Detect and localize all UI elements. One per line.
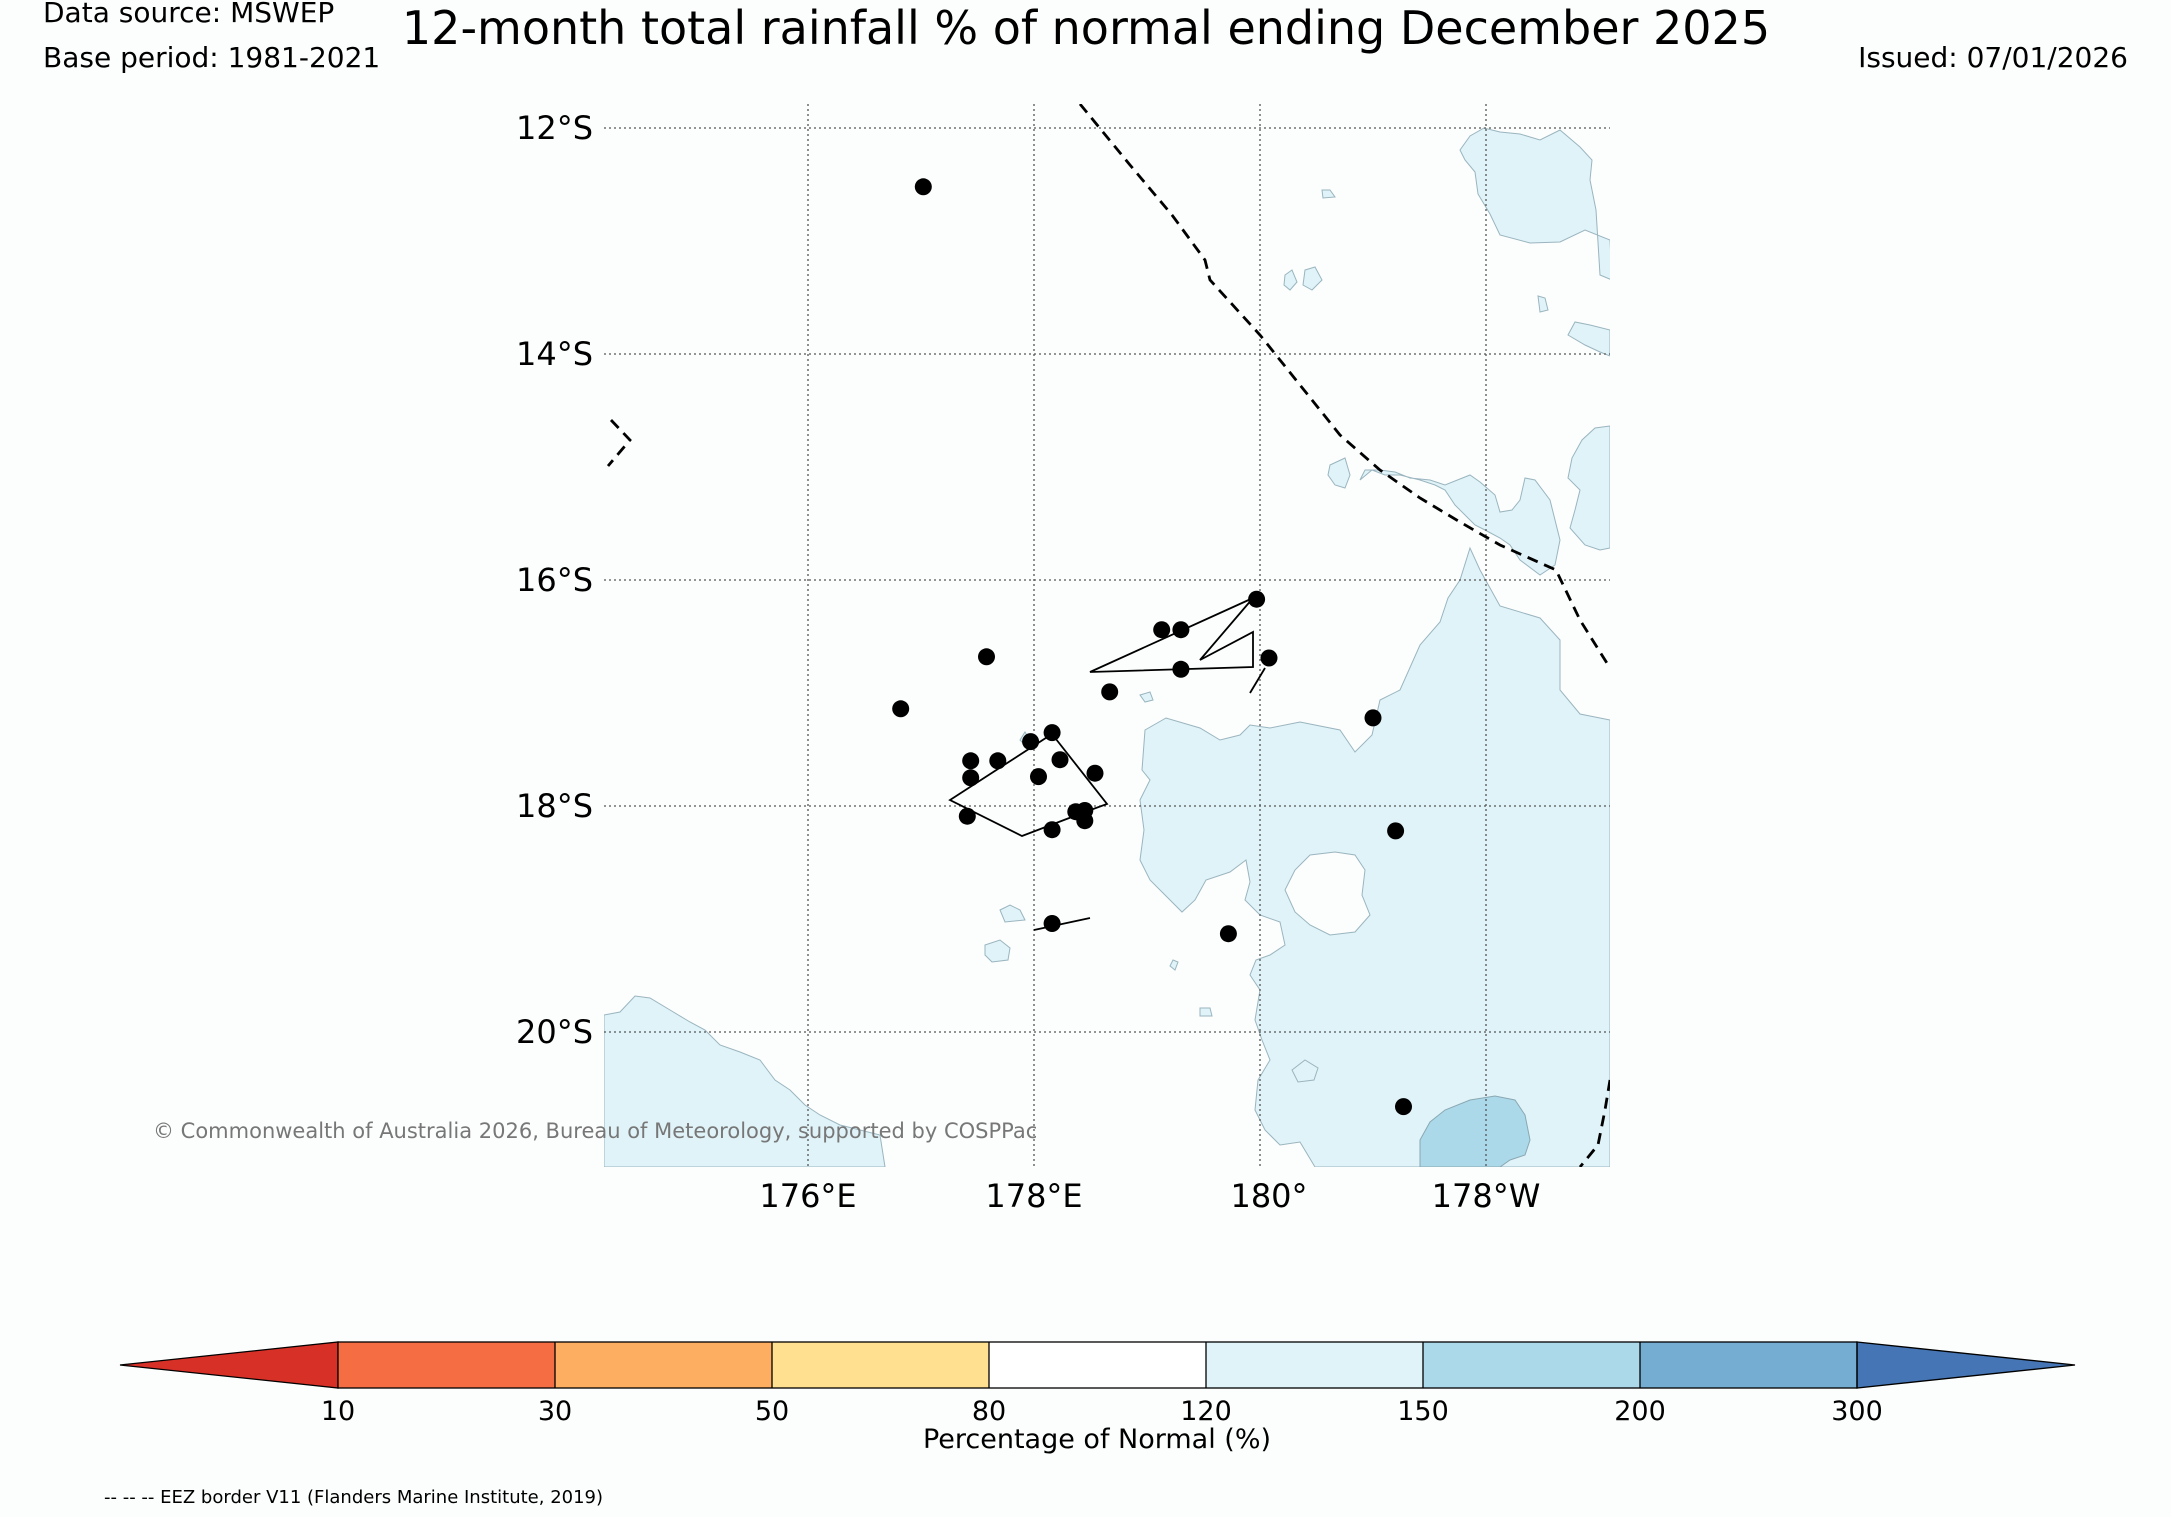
latitude-labels: 12°S 14°S 16°S 18°S 20°S bbox=[516, 109, 593, 1051]
station-dot bbox=[892, 700, 910, 718]
station-dot bbox=[1172, 621, 1190, 639]
colorbar-band bbox=[772, 1342, 989, 1388]
station-markers bbox=[892, 178, 1412, 1116]
station-dot bbox=[978, 648, 995, 666]
colorbar-tick-label: 300 bbox=[1831, 1396, 1883, 1427]
colorbar-tick-label: 120 bbox=[1180, 1396, 1232, 1427]
rainfall-120-150-regions bbox=[604, 127, 1610, 1167]
station-dot bbox=[1043, 724, 1061, 742]
lat-label: 18°S bbox=[516, 787, 593, 825]
colorbar-band bbox=[1206, 1342, 1423, 1388]
eez-border-lines bbox=[606, 104, 1610, 1167]
lat-label: 12°S bbox=[516, 109, 593, 147]
colorbar-title: Percentage of Normal (%) bbox=[923, 1424, 1271, 1455]
lon-label: 178°E bbox=[985, 1177, 1082, 1215]
issued-date-label: Issued: 07/01/2026 bbox=[1858, 41, 2128, 74]
eez-border-footnote: -- -- -- EEZ border V11 (Flanders Marine… bbox=[104, 1487, 603, 1508]
station-dot bbox=[1022, 733, 1040, 751]
base-period-label: Base period: 1981-2021 bbox=[43, 41, 380, 74]
station-dot bbox=[1153, 621, 1171, 639]
colorbar-tick-label: 80 bbox=[972, 1396, 1006, 1427]
lon-label: 176°E bbox=[759, 1177, 856, 1215]
colorbar-low-extension bbox=[119, 1341, 339, 1389]
colorbar-band bbox=[338, 1342, 555, 1388]
longitude-labels: 176°E 178°E 180° 178°W bbox=[759, 1177, 1540, 1215]
station-dot bbox=[1101, 683, 1119, 701]
rainfall-150-200-region bbox=[1419, 1095, 1531, 1167]
colorbar-tick-label: 50 bbox=[755, 1396, 789, 1427]
colorbar-band bbox=[1640, 1342, 1857, 1388]
station-dot bbox=[1043, 821, 1061, 839]
lon-label: 180° bbox=[1230, 1177, 1307, 1215]
colorbar-band bbox=[989, 1342, 1206, 1388]
station-dot bbox=[1086, 764, 1104, 782]
station-dot bbox=[1076, 812, 1094, 830]
colorbar-tick-label: 30 bbox=[538, 1396, 572, 1427]
lat-label: 16°S bbox=[516, 561, 593, 599]
data-source-label: Data source: MSWEP bbox=[43, 0, 334, 29]
lat-label: 20°S bbox=[516, 1013, 593, 1051]
colorbar: 10 30 50 80 120 150 200 300 Percentage o… bbox=[119, 1341, 2076, 1455]
lat-label: 14°S bbox=[516, 335, 593, 373]
station-dot bbox=[962, 769, 980, 787]
station-dot bbox=[1051, 751, 1069, 769]
station-dot bbox=[914, 178, 932, 196]
station-dot bbox=[962, 752, 980, 770]
station-dot bbox=[1172, 660, 1190, 678]
colorbar-band bbox=[1423, 1342, 1640, 1388]
colorbar-tick-label: 150 bbox=[1397, 1396, 1449, 1427]
station-dot bbox=[1248, 590, 1266, 608]
map-title: 12-month total rainfall % of normal endi… bbox=[402, 1, 1770, 55]
colorbar-tick-label: 10 bbox=[321, 1396, 355, 1427]
station-dot bbox=[958, 807, 976, 825]
colorbar-high-extension bbox=[1856, 1341, 2076, 1389]
graticule-lines bbox=[604, 104, 1610, 1167]
lon-label: 178°W bbox=[1432, 1177, 1541, 1215]
map-area bbox=[604, 104, 1610, 1167]
station-dot bbox=[1219, 925, 1237, 943]
station-dot bbox=[1030, 768, 1047, 786]
station-dot bbox=[1364, 709, 1382, 727]
station-dot bbox=[1260, 649, 1278, 667]
station-dot bbox=[989, 752, 1007, 770]
station-dot bbox=[1043, 915, 1061, 932]
station-dot bbox=[1387, 822, 1405, 840]
station-dot bbox=[1395, 1098, 1412, 1116]
colorbar-band bbox=[555, 1342, 772, 1388]
colorbar-tick-label: 200 bbox=[1614, 1396, 1666, 1427]
copyright-notice: © Commonwealth of Australia 2026, Bureau… bbox=[153, 1119, 1037, 1143]
